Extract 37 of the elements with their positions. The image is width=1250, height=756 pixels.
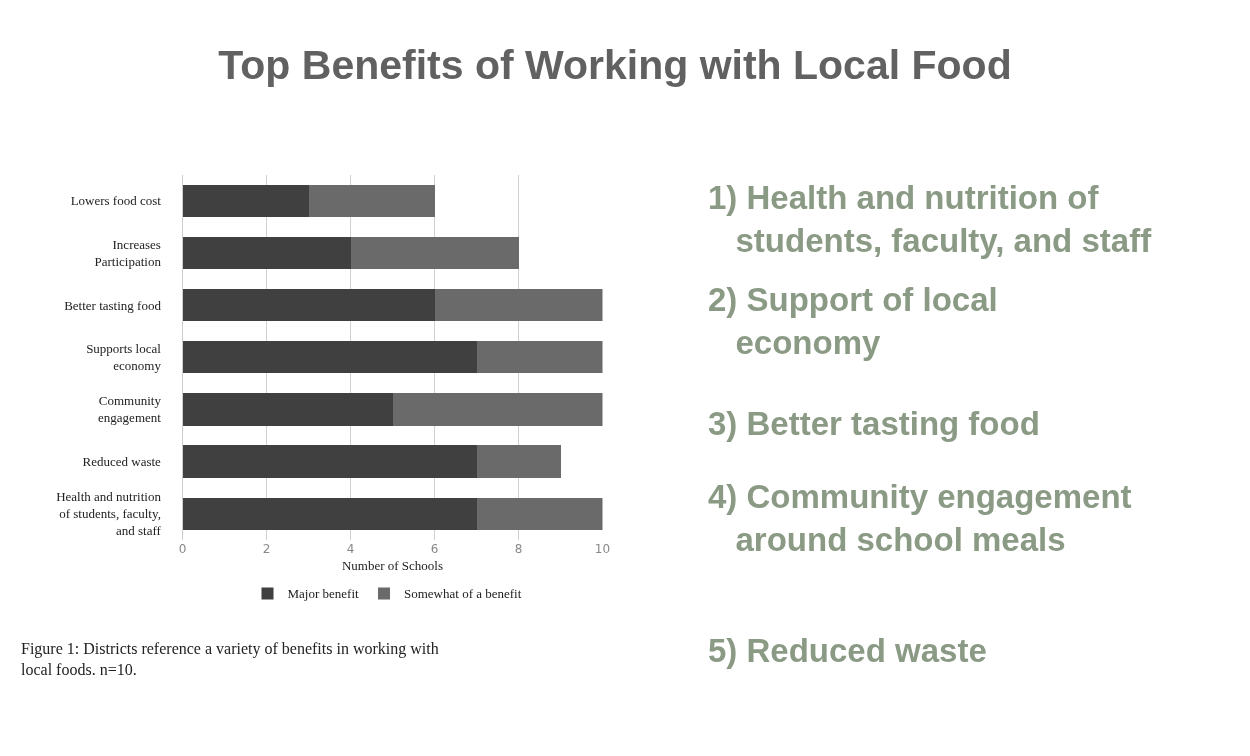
bar xyxy=(392,393,603,426)
bar xyxy=(182,393,393,426)
bar xyxy=(182,445,477,478)
y-tick-label: Community engagement xyxy=(98,393,162,426)
x-tick-label: 8 xyxy=(514,541,523,556)
chart-title: Top Benefits of Working with Local Food xyxy=(218,41,1012,88)
bar xyxy=(476,497,603,530)
text: 1) Health and nutrition of students, faculty, and staff xyxy=(708,179,1153,259)
y-tick-label: Health and nutrition of students, faculty, and staff xyxy=(56,489,162,539)
x-tick-label: 10 xyxy=(594,541,611,556)
text: 4) Community engagement around school meals xyxy=(708,478,1132,558)
bar xyxy=(182,236,351,270)
bar xyxy=(182,341,477,374)
bar xyxy=(182,184,309,217)
caption: Figure 1: Districts reference a variety of benefits in working with local foods. n=10. xyxy=(21,640,439,678)
bar xyxy=(476,445,561,478)
legend-label: Somewhat of a benefit xyxy=(404,586,522,602)
y-tick-label: Supports local economy xyxy=(86,341,162,374)
x-tick-label: 6 xyxy=(430,541,439,556)
bar xyxy=(182,288,435,322)
text: 3) Better tasting food xyxy=(708,405,1040,442)
bar xyxy=(350,236,519,270)
bar xyxy=(476,341,603,374)
y-tick-label: Reduced waste xyxy=(82,454,162,470)
y-tick-label: Increases Participation xyxy=(94,236,162,269)
x-tick-label: 4 xyxy=(346,541,355,556)
x-axis-title: Number of Schools xyxy=(341,558,444,574)
y-tick-label: Better tasting food xyxy=(64,297,162,313)
x-tick-label: 0 xyxy=(178,541,187,556)
bar xyxy=(182,497,477,530)
text: 2) Support of local economy xyxy=(708,281,998,361)
x-tick-label: 2 xyxy=(262,541,271,556)
bar xyxy=(434,288,603,322)
legend-label: Major benefit xyxy=(287,586,359,602)
y-tick-label: Lowers food cost xyxy=(70,193,162,209)
bar xyxy=(308,184,435,217)
text: 5) Reduced waste xyxy=(708,632,987,669)
